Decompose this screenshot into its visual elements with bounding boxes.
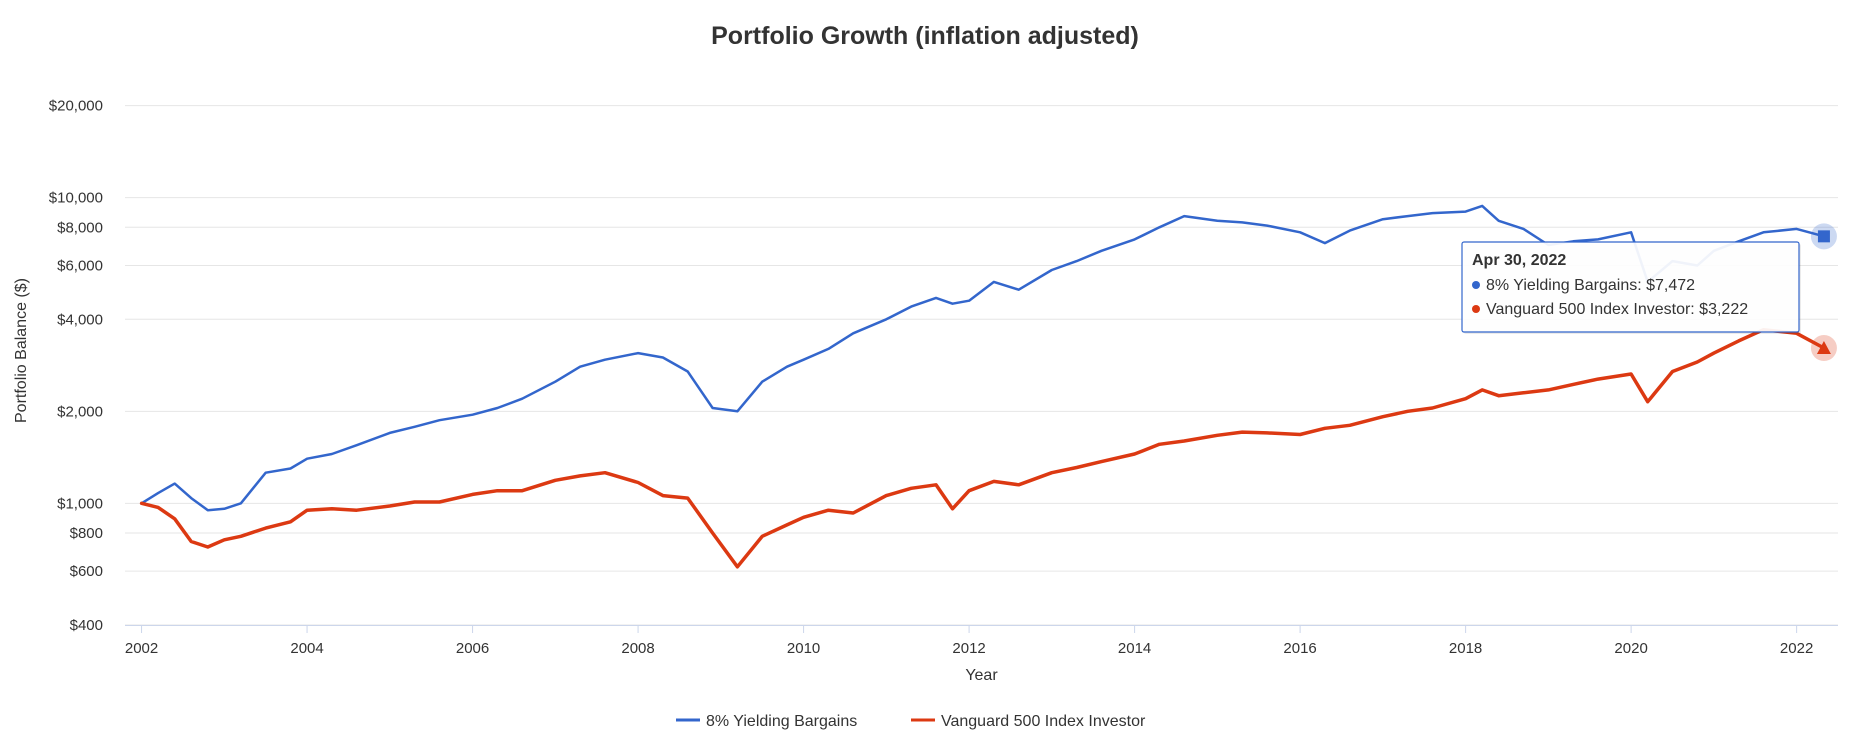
y-axis-title: Portfolio Balance ($) bbox=[13, 278, 30, 423]
chart-legend[interactable]: 8% Yielding Bargains Vanguard 500 Index I… bbox=[676, 713, 1146, 730]
x-tick-label: 2020 bbox=[1614, 640, 1647, 657]
y-tick-label: $20,000 bbox=[49, 98, 103, 115]
tooltip-series-value: Vanguard 500 Index Investor: $3,222 bbox=[1486, 301, 1748, 318]
y-tick-label: $2,000 bbox=[57, 403, 103, 420]
x-tick-label: 2010 bbox=[787, 640, 820, 657]
x-axis-ticks: 2002 2004 2006 2008 2010 2012 2014 2016 2018 2020… bbox=[125, 625, 1813, 657]
y-tick-label: $800 bbox=[70, 525, 103, 542]
x-tick-label: 2004 bbox=[290, 640, 323, 657]
x-tick-label: 2016 bbox=[1283, 640, 1316, 657]
x-tick-label: 2008 bbox=[621, 640, 654, 657]
tooltip-series-dot bbox=[1472, 281, 1480, 289]
y-tick-label: $1,000 bbox=[57, 495, 103, 512]
tooltip-box bbox=[1461, 241, 1800, 333]
y-tick-label: $600 bbox=[70, 563, 103, 580]
x-axis-title: Year bbox=[965, 667, 998, 684]
y-tick-label: $400 bbox=[70, 617, 103, 634]
legend-item-0[interactable]: 8% Yielding Bargains bbox=[676, 713, 857, 730]
x-tick-label: 2022 bbox=[1780, 640, 1813, 657]
y-tick-label: $10,000 bbox=[49, 190, 103, 207]
tooltip-series-value: 8% Yielding Bargains: $7,472 bbox=[1486, 277, 1695, 294]
x-tick-label: 2014 bbox=[1118, 640, 1151, 657]
series-line-0 bbox=[140, 204, 1826, 512]
square-marker bbox=[1817, 230, 1830, 243]
x-tick-label: 2018 bbox=[1449, 640, 1482, 657]
tooltip-series-dot bbox=[1472, 305, 1480, 313]
legend-label: 8% Yielding Bargains bbox=[706, 713, 857, 730]
tooltip-date: Apr 30, 2022 bbox=[1472, 252, 1566, 269]
y-tick-label: $8,000 bbox=[57, 219, 103, 236]
legend-label: Vanguard 500 Index Investor bbox=[941, 713, 1146, 730]
triangle-marker bbox=[1816, 341, 1831, 355]
x-tick-label: 2006 bbox=[456, 640, 489, 657]
hover-markers bbox=[1810, 223, 1837, 362]
hover-tooltip: Apr 30, 2022 8% Yielding Bargains: $7,472… bbox=[1461, 241, 1801, 334]
y-gridlines bbox=[125, 105, 1838, 626]
legend-item-1[interactable]: Vanguard 500 Index Investor bbox=[911, 713, 1146, 730]
series-line-1 bbox=[139, 327, 1826, 569]
y-tick-label: $6,000 bbox=[57, 257, 103, 274]
x-tick-label: 2002 bbox=[125, 640, 158, 657]
y-axis-ticks: $400 $600 $800 $1,000 $2,000 $4,000 $6,000 $8,0… bbox=[49, 98, 103, 634]
chart-title: Portfolio Growth (inflation adjusted) bbox=[711, 22, 1139, 50]
x-tick-label: 2012 bbox=[952, 640, 985, 657]
y-tick-label: $4,000 bbox=[57, 311, 103, 328]
series-lines bbox=[139, 204, 1826, 569]
